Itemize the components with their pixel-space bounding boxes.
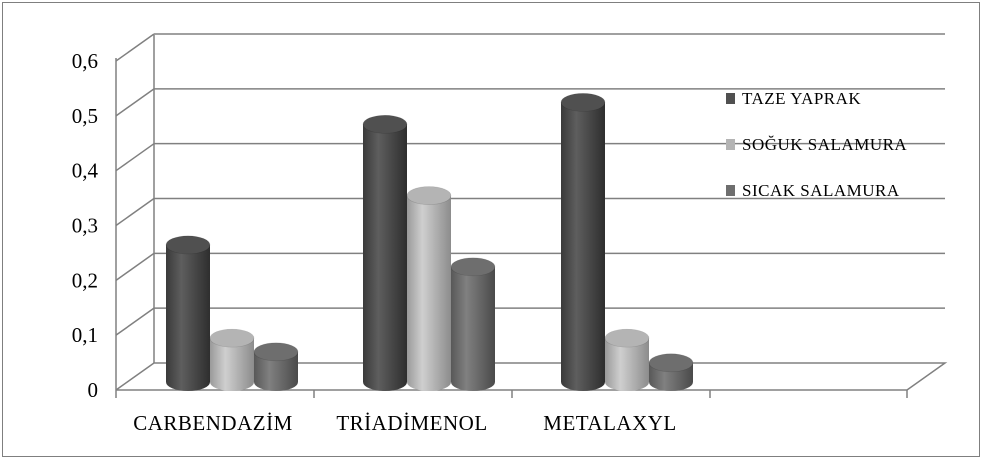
bar-top	[253, 342, 299, 362]
gridline-diag	[115, 307, 155, 336]
legend-label: SICAK SALAMURA	[742, 181, 900, 200]
legend-swatch	[726, 139, 735, 150]
bar-body	[451, 266, 495, 391]
legend-item: SICAK SALAMURA	[726, 181, 900, 200]
bar-body	[605, 338, 649, 391]
bar	[406, 186, 452, 391]
y-tick-label: 0,3	[72, 214, 98, 238]
y-tick-label: 0,2	[72, 268, 98, 292]
gridline-diag	[115, 143, 155, 172]
x-tick-labels: CARBENDAZİM TRİADİMENOL METALAXYL	[115, 390, 908, 435]
legend-label: SOĞUK SALAMURA	[742, 135, 907, 154]
bar	[165, 235, 211, 391]
bar-top	[406, 186, 452, 205]
y-tick-labels: 0 0,1 0,2 0,3 0,4 0,5 0,6	[72, 49, 99, 402]
bar	[253, 342, 299, 391]
bar	[450, 257, 496, 391]
y-tick-label: 0,4	[72, 159, 99, 183]
floor-outline	[115, 362, 948, 391]
bar	[209, 328, 255, 391]
legend-swatch	[726, 185, 735, 196]
legend-item: SOĞUK SALAMURA	[726, 135, 907, 154]
bar-top	[648, 353, 694, 373]
gridline-diag	[115, 197, 155, 227]
x-tick-label: METALAXYL	[543, 411, 676, 435]
bar-body	[363, 124, 407, 391]
bar	[604, 328, 650, 391]
bar-top	[165, 235, 211, 255]
legend-swatch	[726, 93, 735, 104]
bars	[165, 93, 694, 391]
gridline-diag	[115, 33, 155, 62]
legend-item: TAZE YAPRAK	[726, 89, 861, 108]
x-tick-label: TRİADİMENOL	[336, 411, 487, 435]
bar-top	[362, 114, 408, 134]
bar-top	[209, 328, 255, 348]
y-tick-label: 0,1	[72, 323, 98, 347]
bar-body	[166, 244, 210, 391]
bar-body	[210, 338, 254, 391]
bar-body	[561, 102, 605, 391]
legend-label: TAZE YAPRAK	[742, 89, 861, 108]
bar	[648, 353, 694, 391]
legend: TAZE YAPRAK SOĞUK SALAMURA SICAK SALAMURA	[726, 89, 907, 200]
bar-body	[254, 351, 298, 391]
bar-top	[450, 257, 496, 277]
bar	[362, 114, 408, 391]
y-tick-label: 0	[88, 378, 99, 402]
gridline-diag	[115, 88, 155, 117]
gridline-diag	[115, 252, 155, 281]
y-tick-label: 0,6	[72, 49, 98, 73]
bar	[560, 93, 606, 391]
bar-top	[604, 328, 650, 348]
bar-top	[560, 93, 606, 112]
x-tick-label: CARBENDAZİM	[133, 411, 293, 435]
bar-body	[407, 195, 451, 391]
y-tick-label: 0,5	[72, 104, 98, 128]
gridlines	[115, 33, 945, 336]
